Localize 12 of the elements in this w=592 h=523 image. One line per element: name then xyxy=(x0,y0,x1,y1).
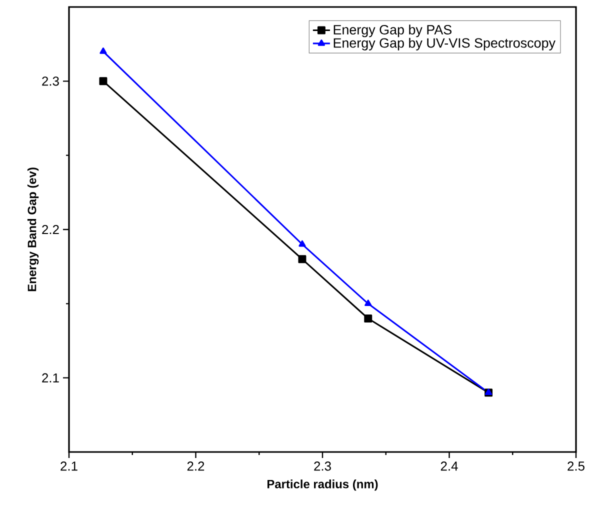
legend-label: Energy Gap by UV-VIS Spectroscopy xyxy=(334,38,556,50)
x-tick-label: 2.2 xyxy=(187,462,204,471)
y-tick-label: 2.1 xyxy=(42,373,59,382)
x-tick-label: 2.3 xyxy=(314,462,331,471)
x-tick-label: 2.1 xyxy=(60,462,78,471)
x-tick-label: 2.4 xyxy=(440,462,458,471)
x-tick-label: 2.5 xyxy=(568,462,584,471)
x-axis-title: Particle radius (nm) xyxy=(267,480,378,491)
legend-label: Energy Gap by PAS xyxy=(334,24,452,38)
y-axis-title: Energy Band Gap (ev) xyxy=(27,168,39,292)
y-tick-label: 2.3 xyxy=(42,76,59,86)
y-tick-label: 2.2 xyxy=(42,224,59,234)
